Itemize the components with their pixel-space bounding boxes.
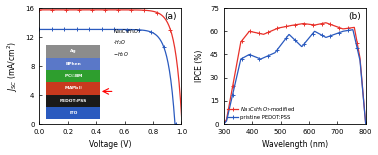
X-axis label: Wavelength (nm): Wavelength (nm)	[262, 140, 328, 149]
X-axis label: Voltage (V): Voltage (V)	[89, 140, 132, 149]
Text: (b): (b)	[349, 11, 361, 20]
Y-axis label: IPCE (%): IPCE (%)	[195, 50, 204, 82]
Text: $Na_3C_6H_5O_7$
$\cdot H_2O$
$-H_2O$: $Na_3C_6H_5O_7$ $\cdot H_2O$ $-H_2O$	[113, 27, 142, 59]
Text: (a): (a)	[164, 11, 177, 20]
Legend: $Na_3C_6H_5O_7$-modified, pristine PEDOT:PSS: $Na_3C_6H_5O_7$-modified, pristine PEDOT…	[226, 104, 296, 121]
Y-axis label: $J_{SC}$ (mA/cm$^2$): $J_{SC}$ (mA/cm$^2$)	[6, 40, 20, 92]
